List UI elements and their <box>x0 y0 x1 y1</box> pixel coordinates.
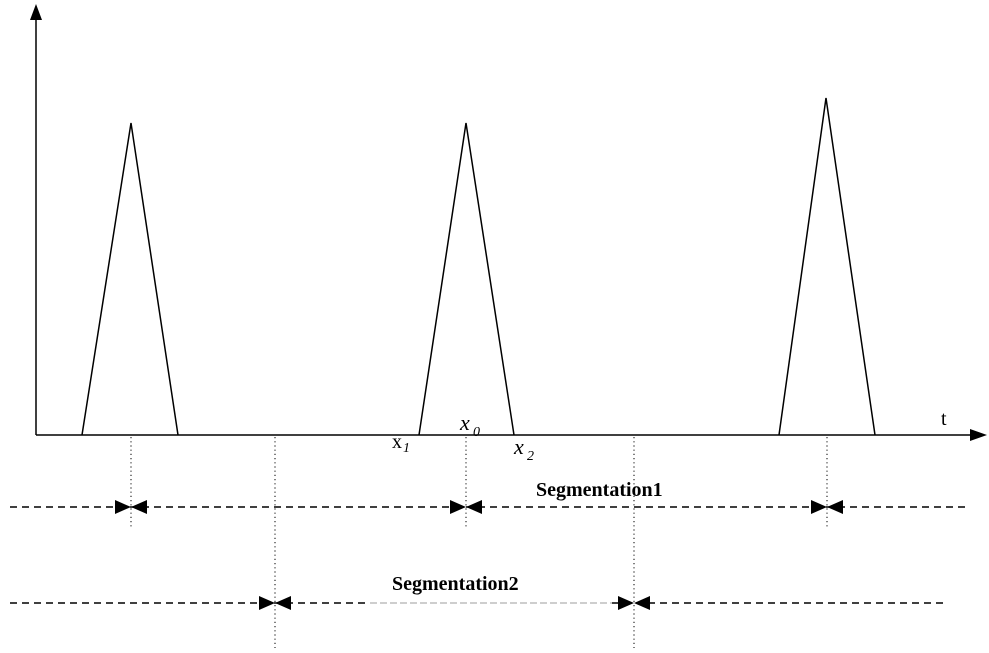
segmentation1-boundary-3 <box>811 500 843 514</box>
segmentation1-label: Segmentation1 <box>536 479 663 501</box>
segmentation1-boundary-2 <box>450 500 482 514</box>
pulse-2 <box>418 122 515 436</box>
bowtie-left-icon <box>450 500 466 514</box>
segmentation1-boundary-1 <box>115 500 147 514</box>
bowtie-left-icon <box>259 596 275 610</box>
bowtie-right-icon <box>275 596 291 610</box>
bowtie-left-icon <box>115 500 131 514</box>
bowtie-right-icon <box>634 596 650 610</box>
x0-subscript: 0 <box>473 425 480 440</box>
x1-label: x <box>392 431 402 453</box>
bowtie-left-icon <box>811 500 827 514</box>
bowtie-right-icon <box>466 500 482 514</box>
x2-label: x <box>513 434 524 459</box>
bowtie-right-icon <box>131 500 147 514</box>
segmentation2-boundary-2 <box>618 596 650 610</box>
y-axis-arrow-icon <box>30 4 42 20</box>
x2-subscript: 2 <box>527 449 534 464</box>
pulse-1 <box>81 122 179 436</box>
segmentation2-label: Segmentation2 <box>392 573 519 595</box>
bowtie-right-icon <box>827 500 843 514</box>
pulse-3 <box>778 97 876 436</box>
x-axis-arrow-icon <box>970 429 987 441</box>
x1-subscript: 1 <box>403 441 410 456</box>
bowtie-left-icon <box>618 596 634 610</box>
segmentation2-boundary-1 <box>259 596 291 610</box>
x0-label: x <box>459 410 470 435</box>
t-axis-label: t <box>941 408 947 430</box>
